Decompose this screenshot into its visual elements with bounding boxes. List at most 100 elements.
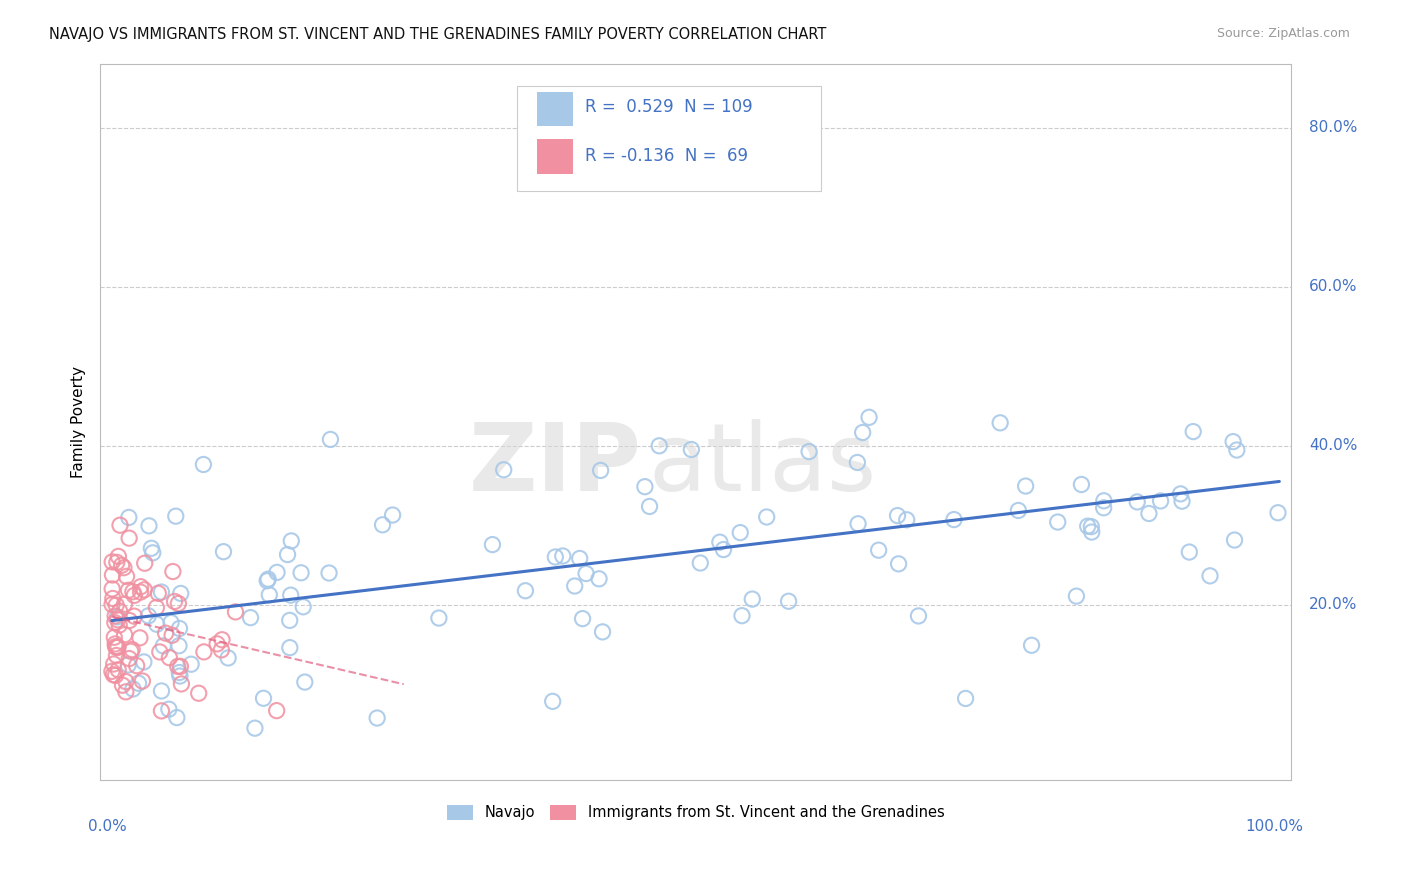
Point xyxy=(427,611,450,625)
Point xyxy=(492,463,515,477)
Point xyxy=(131,673,153,688)
Point xyxy=(108,518,131,533)
Point xyxy=(163,594,186,608)
Point xyxy=(741,592,763,607)
Point xyxy=(148,586,170,600)
Point xyxy=(101,591,124,606)
Point xyxy=(886,508,908,523)
Point xyxy=(101,582,124,596)
Text: ZIP: ZIP xyxy=(470,418,643,511)
Point xyxy=(150,585,173,599)
Point xyxy=(187,686,209,700)
Point xyxy=(105,640,128,655)
Point xyxy=(896,513,918,527)
Point xyxy=(101,665,124,679)
Text: Source: ZipAtlas.com: Source: ZipAtlas.com xyxy=(1216,27,1350,40)
Point xyxy=(212,544,235,558)
Point xyxy=(243,721,266,735)
Point xyxy=(114,685,136,699)
Point xyxy=(129,580,152,594)
Point xyxy=(165,509,187,524)
Point xyxy=(101,555,124,569)
Point xyxy=(103,667,125,681)
Point xyxy=(169,622,191,636)
Point xyxy=(145,600,167,615)
Point xyxy=(112,560,135,574)
Point xyxy=(371,517,394,532)
Y-axis label: Family Poverty: Family Poverty xyxy=(72,366,86,478)
Point xyxy=(167,597,190,611)
Point xyxy=(118,531,141,545)
Point xyxy=(1170,487,1192,501)
Point xyxy=(541,694,564,708)
Point xyxy=(149,645,172,659)
Point xyxy=(366,711,388,725)
Point xyxy=(134,582,156,597)
Point xyxy=(169,659,191,673)
Point xyxy=(292,599,315,614)
Point xyxy=(681,442,703,457)
Point xyxy=(103,657,125,671)
Point xyxy=(128,676,150,690)
Point xyxy=(209,643,232,657)
Text: R =  0.529  N = 109: R = 0.529 N = 109 xyxy=(585,98,752,116)
Point xyxy=(709,535,731,549)
Point xyxy=(1171,494,1194,508)
Legend: Navajo, Immigrants from St. Vincent and the Grenadines: Navajo, Immigrants from St. Vincent and … xyxy=(441,799,950,826)
Point xyxy=(755,510,778,524)
Point xyxy=(145,617,167,632)
Point xyxy=(170,677,193,691)
Point xyxy=(107,549,129,564)
Point xyxy=(1178,545,1201,559)
Point xyxy=(1137,507,1160,521)
Point xyxy=(101,598,124,612)
Point xyxy=(107,663,129,677)
Text: atlas: atlas xyxy=(648,418,876,511)
Point xyxy=(129,585,152,599)
Point xyxy=(689,556,711,570)
Text: NAVAJO VS IMMIGRANTS FROM ST. VINCENT AND THE GRENADINES FAMILY POVERTY CORRELAT: NAVAJO VS IMMIGRANTS FROM ST. VINCENT AN… xyxy=(49,27,827,42)
Point xyxy=(515,583,537,598)
Point xyxy=(280,533,302,548)
Point xyxy=(266,566,288,580)
Point xyxy=(142,546,165,560)
Text: 40.0%: 40.0% xyxy=(1309,438,1357,453)
Point xyxy=(1080,519,1102,533)
Point xyxy=(104,609,127,624)
Point xyxy=(104,637,127,651)
Point xyxy=(117,657,139,672)
Point xyxy=(1226,443,1249,458)
Point xyxy=(551,549,574,563)
Point xyxy=(111,678,134,692)
Point xyxy=(1092,500,1115,515)
Point xyxy=(121,584,143,599)
Point xyxy=(160,628,183,642)
Point xyxy=(104,640,127,654)
Point xyxy=(166,710,188,724)
Point xyxy=(1081,524,1104,539)
Point xyxy=(150,684,173,698)
Point xyxy=(167,639,190,653)
Point xyxy=(166,659,188,673)
Point xyxy=(1007,503,1029,517)
Point xyxy=(544,549,567,564)
Point xyxy=(943,512,966,526)
Point xyxy=(211,632,233,647)
Point xyxy=(115,569,138,583)
Point xyxy=(105,598,128,612)
Point xyxy=(564,579,586,593)
Text: 60.0%: 60.0% xyxy=(1309,279,1357,294)
Point xyxy=(121,642,143,657)
Point xyxy=(122,681,145,696)
Point xyxy=(1092,493,1115,508)
Point xyxy=(169,669,191,683)
Point xyxy=(1014,479,1036,493)
Point xyxy=(150,704,173,718)
Point xyxy=(638,500,661,514)
Point xyxy=(731,608,754,623)
Point xyxy=(141,541,163,556)
Point xyxy=(157,650,180,665)
Point xyxy=(138,608,160,623)
Point xyxy=(1077,519,1099,533)
Point xyxy=(318,566,340,580)
